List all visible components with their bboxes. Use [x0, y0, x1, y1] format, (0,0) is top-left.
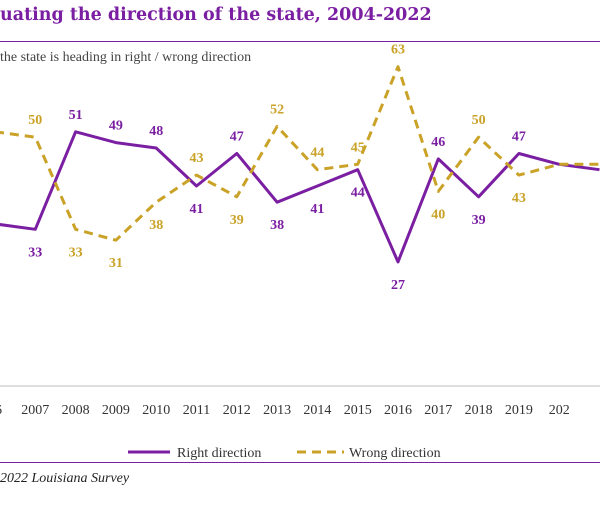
x-tick-label: 2007 [21, 403, 49, 418]
x-tick-label: 2018 [465, 403, 493, 418]
x-tick-label: 2015 [344, 403, 372, 418]
data-labels: 33 50 51 33 49 31 48 38 41 43 47 39 38 52 41 44 44 45 27 63… [28, 43, 526, 293]
x-tick-label: 2008 [62, 403, 90, 418]
data-label: 41 [310, 202, 324, 217]
data-label: 63 [391, 43, 405, 58]
data-label: 45 [351, 140, 365, 155]
data-label: 43 [190, 151, 204, 166]
chart-title: uating the direction of the state, 2004-… [0, 5, 432, 25]
data-label: 27 [391, 278, 405, 293]
data-label: 50 [28, 113, 42, 128]
data-label: 41 [190, 202, 204, 217]
data-label: 33 [69, 245, 83, 260]
source-rule [0, 462, 600, 463]
data-label: 43 [512, 191, 526, 206]
data-label: 51 [69, 108, 83, 123]
legend-label: Wrong direction [349, 446, 441, 461]
x-axis-ticks: 06 2007 2008 2009 2010 2011 2012 2013 2014 2015 20… [0, 403, 570, 418]
data-label: 39 [472, 213, 486, 228]
data-label: 39 [230, 213, 244, 228]
x-tick-label: 2019 [505, 403, 533, 418]
data-label: 33 [28, 245, 42, 260]
x-tick-label: 2017 [424, 403, 452, 418]
x-tick-label: 2012 [223, 403, 251, 418]
x-tick-label: 2013 [263, 403, 291, 418]
series-lines [0, 65, 600, 264]
series-line [0, 65, 600, 242]
x-tick-label: 2016 [384, 403, 412, 418]
x-tick-label: 2011 [183, 403, 210, 418]
x-tick-label: 202 [549, 403, 570, 418]
source-note: 2022 Louisiana Survey [0, 471, 130, 486]
data-label: 44 [310, 146, 324, 161]
data-label: 44 [351, 186, 365, 201]
legend-label: Right direction [177, 446, 261, 461]
series-line [0, 130, 600, 264]
x-tick-label: 2010 [142, 403, 170, 418]
x-tick-label: 2014 [303, 403, 331, 418]
data-label: 31 [109, 256, 123, 271]
chart-legend: Right direction Wrong direction [128, 446, 441, 461]
data-label: 46 [431, 135, 445, 150]
data-label: 38 [270, 218, 284, 233]
chart-subtitle: the state is heading in right / wrong di… [0, 50, 252, 65]
x-tick-label: 06 [0, 403, 2, 418]
data-label: 40 [431, 207, 445, 222]
data-label: 50 [472, 113, 486, 128]
data-label: 47 [230, 129, 244, 144]
data-label: 52 [270, 102, 284, 117]
data-label: 47 [512, 129, 526, 144]
data-label: 49 [109, 119, 123, 134]
data-label: 38 [149, 218, 163, 233]
x-tick-label: 2009 [102, 403, 130, 418]
title-rule [0, 41, 600, 42]
data-label: 48 [149, 124, 163, 139]
